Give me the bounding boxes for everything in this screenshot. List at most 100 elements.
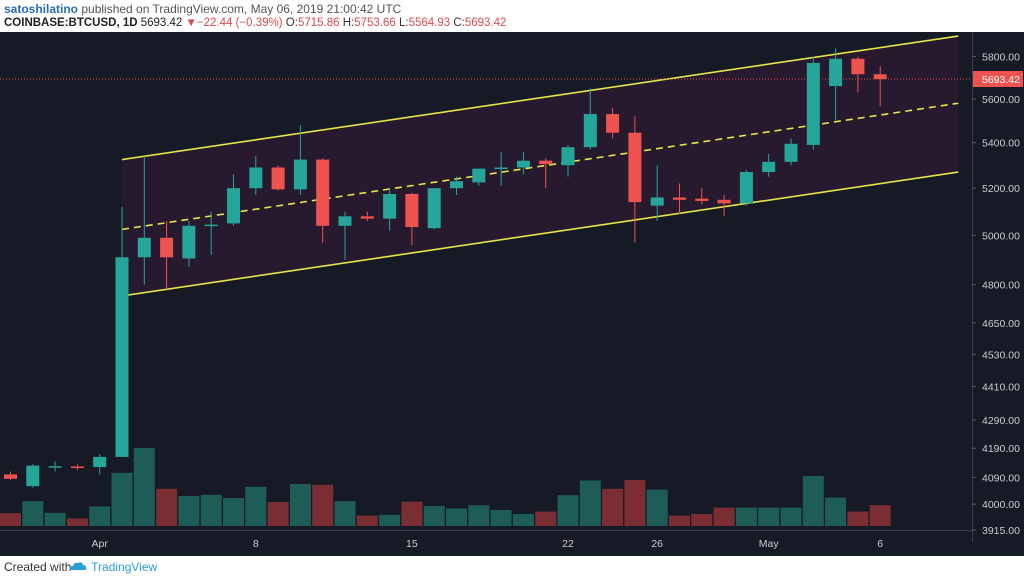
- candle-body: [829, 58, 843, 87]
- time-tick-label: 26: [651, 538, 663, 550]
- time-tick-label: 8: [253, 538, 259, 550]
- price-tick-label: 5800.00: [982, 52, 1020, 64]
- volume-bar: [401, 501, 423, 526]
- time-tick-label: 15: [406, 538, 418, 550]
- candle-body: [673, 197, 686, 200]
- volume-bar: [267, 502, 289, 526]
- last-price-badge: [973, 70, 1023, 87]
- high-value: 5753.66: [354, 17, 396, 29]
- chart-footer: Created with TradingView: [0, 556, 1024, 576]
- volume-bar: [245, 486, 267, 526]
- open-label: O:: [285, 17, 298, 29]
- volume-bar: [758, 507, 780, 526]
- published-text: published on TradingView.com, May 06, 20…: [78, 2, 402, 16]
- ohlc-legend: COINBASE:BTCUSD, 1D 5693.42 ▼−22.44 (−0.…: [4, 17, 506, 29]
- candle-body: [182, 225, 196, 259]
- last-price: 5693.42: [140, 17, 183, 29]
- price-tick-label: 4650.00: [982, 318, 1020, 330]
- author-link[interactable]: satoshilatino: [4, 2, 79, 16]
- time-tick-label: 22: [562, 538, 574, 550]
- price-tick-label: 4290.00: [982, 415, 1020, 427]
- volume-bar: [847, 511, 869, 526]
- volume-bar: [22, 501, 44, 526]
- high-label: H:: [342, 17, 355, 29]
- candle-body: [427, 188, 441, 229]
- tradingview-brand: TradingView: [91, 560, 158, 574]
- candle-body: [293, 159, 307, 190]
- time-tick-label: Apr: [92, 538, 109, 550]
- publish-info: satoshilatino published on TradingView.c…: [4, 2, 401, 16]
- last-price-badge-label: 5693.42: [982, 74, 1020, 86]
- volume-bar: [178, 496, 200, 526]
- price-tick-label: 4090.00: [982, 472, 1020, 484]
- time-tick-label: 6: [877, 538, 883, 550]
- candle-body: [26, 465, 40, 487]
- candle-body: [717, 199, 731, 204]
- candle-body: [271, 167, 285, 190]
- volume-bar: [869, 505, 891, 526]
- volume-bar: [223, 498, 244, 526]
- price-tick-label: 5600.00: [982, 94, 1020, 106]
- price-axis-background: [973, 32, 1024, 542]
- volume-bar: [669, 515, 690, 526]
- price-tick-label: 3915.00: [982, 525, 1020, 537]
- price-tick-label: 5200.00: [982, 183, 1020, 195]
- candle-body: [48, 466, 62, 468]
- price-chart[interactable]: 5800.00 5600.00 5400.00 5200.00 5000.00 4800.…: [0, 32, 1024, 556]
- candle-body: [873, 74, 887, 80]
- volume-bar: [802, 476, 824, 526]
- candle-body: [137, 237, 151, 258]
- close-value: 5693.42: [464, 17, 507, 29]
- candle-body: [628, 132, 642, 203]
- symbol-label[interactable]: COINBASE:BTCUSD, 1D: [4, 17, 138, 29]
- price-change: −22.44 (−0.39%): [196, 17, 283, 29]
- price-tick-label: 4530.00: [982, 349, 1020, 361]
- volume-bar: [379, 514, 401, 526]
- volume-bar: [602, 488, 624, 526]
- candle-body: [762, 161, 776, 173]
- candle-body: [606, 114, 620, 133]
- volume-bar: [490, 510, 512, 526]
- volume-bar: [780, 507, 802, 526]
- volume-bar: [557, 495, 579, 526]
- candle-body: [4, 474, 17, 479]
- volume-bar: [468, 505, 490, 526]
- candle-body: [227, 188, 240, 224]
- candle-body: [93, 456, 107, 468]
- volume-bar: [535, 511, 557, 526]
- time-axis-background: [0, 530, 972, 556]
- volume-bar: [713, 507, 735, 526]
- volume-bar: [356, 515, 378, 526]
- created-with-text: Created with: [4, 560, 72, 574]
- candle-body: [338, 216, 352, 226]
- volume-bar: [289, 484, 311, 526]
- volume-bar: [579, 480, 601, 526]
- low-value: 5564.93: [408, 17, 451, 29]
- candle-body: [204, 224, 218, 227]
- volume-bar: [423, 506, 445, 526]
- chart-header: satoshilatino published on TradingView.c…: [0, 0, 1024, 32]
- candle-body: [360, 216, 374, 219]
- open-value: 5715.86: [297, 17, 340, 29]
- price-tick-label: 4410.00: [982, 382, 1020, 394]
- candle-body: [115, 257, 129, 457]
- volume-bar: [334, 501, 356, 526]
- candle-body: [160, 237, 174, 258]
- low-label: L:: [399, 17, 409, 29]
- candle-body: [650, 197, 664, 206]
- price-tick-label: 4190.00: [982, 443, 1020, 455]
- volume-bar: [312, 484, 334, 526]
- candle-body: [472, 168, 486, 183]
- candle-body: [806, 62, 820, 145]
- candle-body: [784, 143, 798, 162]
- volume-bar: [825, 497, 847, 526]
- candle-body: [494, 167, 508, 170]
- time-tick-label: May: [759, 538, 780, 550]
- price-tick-label: 5400.00: [982, 138, 1020, 150]
- volume-bar: [66, 518, 88, 526]
- volume-bar: [89, 506, 111, 526]
- candle-body: [516, 160, 530, 168]
- candle-body: [739, 172, 753, 204]
- volume-bar: [133, 448, 155, 526]
- tradingview-logo[interactable]: TradingView: [68, 560, 157, 574]
